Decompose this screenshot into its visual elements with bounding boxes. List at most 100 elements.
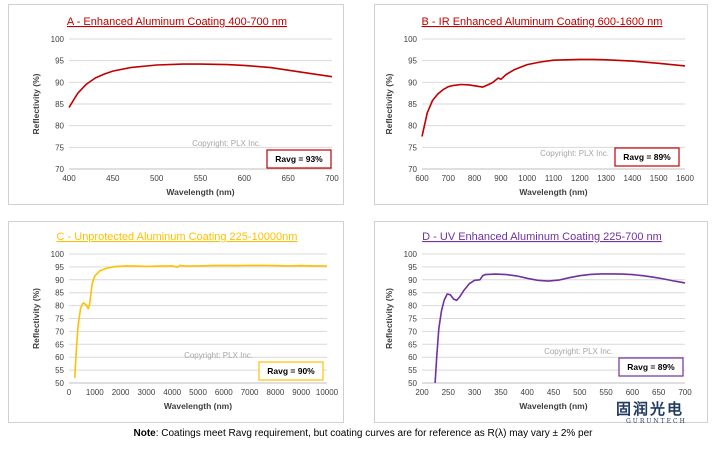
y-axis-label: Reflectivity (%) [31,288,41,349]
y-tick-label: 100 [404,250,418,259]
x-tick-label: 200 [415,388,429,397]
y-axis-label: Reflectivity (%) [31,73,41,134]
x-tick-label: 700 [678,388,692,397]
x-tick-label: 500 [573,388,587,397]
x-tick-label: 5000 [189,388,207,397]
x-tick-label: 8000 [267,388,285,397]
x-axis-label: Wavelength (nm) [519,401,587,411]
y-tick-label: 90 [55,276,64,285]
x-tick-label: 1000 [86,388,104,397]
x-axis-label: Wavelength (nm) [164,401,232,411]
y-tick-label: 80 [408,302,417,311]
y-tick-label: 90 [408,276,417,285]
logo-english-text: GURUNTECH [626,418,687,425]
ravg-badge-box [614,147,680,167]
x-tick-label: 1000 [518,174,536,183]
x-tick-label: 650 [652,388,666,397]
y-tick-label: 65 [408,340,417,349]
x-tick-label: 1300 [597,174,615,183]
chart-b-svg: 70 75 80 85 90 95 100 600 700 800 900 1000 1100 1200 1… [384,16,694,197]
x-axis-label: Wavelength (nm) [519,187,587,197]
y-tick-label: 95 [408,263,417,272]
y-axis-label: Reflectivity (%) [384,73,394,134]
y-tick-label: 50 [55,379,64,388]
ravg-badge-box [618,357,684,377]
x-tick-label: 600 [415,174,429,183]
y-tick-label: 100 [51,250,65,259]
ravg-badge-text: Ravg = 89% [627,362,675,372]
x-tick-label: 550 [194,174,208,183]
y-tick-label: 75 [55,143,64,152]
x-tick-label: 3000 [138,388,156,397]
copyright-watermark: Copyright: PLX Inc. [184,351,253,360]
chart-title: D - UV Enhanced Aluminum Coating 225-700… [422,231,662,243]
x-tick-label: 2000 [112,388,130,397]
x-tick-label: 1600 [676,174,694,183]
x-tick-label: 450 [547,388,561,397]
x-tick-label: 500 [150,174,164,183]
x-tick-label: 450 [106,174,120,183]
x-tick-label: 7000 [241,388,259,397]
series-line [68,63,333,108]
x-tick-label: 650 [281,174,295,183]
y-tick-label: 70 [55,327,64,336]
x-tick-label: 550 [599,388,613,397]
company-logo: 固润光电 GURUNTECH [616,398,720,430]
chart-title: B - IR Enhanced Aluminum Coating 600-160… [422,16,663,28]
y-tick-label: 95 [55,263,64,272]
x-tick-label: 250 [442,388,456,397]
x-tick-label: 400 [62,174,76,183]
x-tick-label: 0 [67,388,72,397]
y-tick-label: 75 [408,315,417,324]
y-tick-label: 100 [404,35,418,44]
x-tick-label: 1100 [545,174,563,183]
y-tick-label: 60 [55,353,64,362]
y-axis-label: Reflectivity (%) [384,288,394,349]
x-tick-label: 1500 [650,174,668,183]
x-tick-label: 6000 [215,388,233,397]
x-tick-label: 900 [494,174,508,183]
ravg-badge-box [266,149,332,169]
chart-d-svg: 50 55 60 65 70 75 80 85 90 95 100 200 250 300 350 400 45… [384,231,692,411]
chart-a-svg: 70 75 80 85 90 95 100 400 450 500 550 600 650 700 Wave… [31,16,339,197]
x-tick-label: 600 [626,388,640,397]
x-tick-label: 400 [521,388,535,397]
footnote-label: Note [133,428,156,439]
x-tick-label: 1200 [571,174,589,183]
y-tick-label: 90 [55,78,64,87]
y-tick-label: 75 [55,315,64,324]
y-tick-label: 100 [51,35,65,44]
logo-chinese-text: 固润光电 [616,400,685,418]
y-tick-label: 55 [408,366,417,375]
footnote: Note: Coatings meet Ravg requirement, bu… [0,428,726,439]
ravg-badge-text: Ravg = 89% [623,152,671,162]
y-tick-label: 70 [408,165,417,174]
y-tick-label: 70 [408,327,417,336]
y-tick-label: 70 [55,165,64,174]
y-tick-label: 50 [408,379,417,388]
y-tick-label: 75 [408,143,417,152]
x-tick-label: 9000 [292,388,310,397]
y-tick-label: 85 [408,289,417,298]
x-tick-label: 800 [468,174,482,183]
y-tick-label: 85 [408,100,417,109]
x-tick-label: 700 [442,174,456,183]
y-tick-label: 60 [408,353,417,362]
ravg-badge-text: Ravg = 93% [275,154,323,164]
y-tick-label: 65 [55,340,64,349]
ravg-badge-text: Ravg = 90% [267,366,315,376]
y-tick-label: 80 [408,122,417,131]
chart-panel-a: 70 75 80 85 90 95 100 400 450 500 550 600 650 700 Wave… [8,4,344,205]
chart-panel-d: 50 55 60 65 70 75 80 85 90 95 100 200 250 300 350 400 45… [374,221,708,423]
y-tick-label: 55 [55,366,64,375]
x-axis-label: Wavelength (nm) [166,187,234,197]
x-tick-label: 350 [494,388,508,397]
y-tick-label: 80 [55,302,64,311]
y-tick-label: 95 [55,57,64,66]
series-line [74,264,328,378]
y-tick-label: 85 [55,100,64,109]
x-tick-label: 10000 [316,388,339,397]
y-tick-label: 95 [408,57,417,66]
x-tick-label: 1400 [624,174,642,183]
